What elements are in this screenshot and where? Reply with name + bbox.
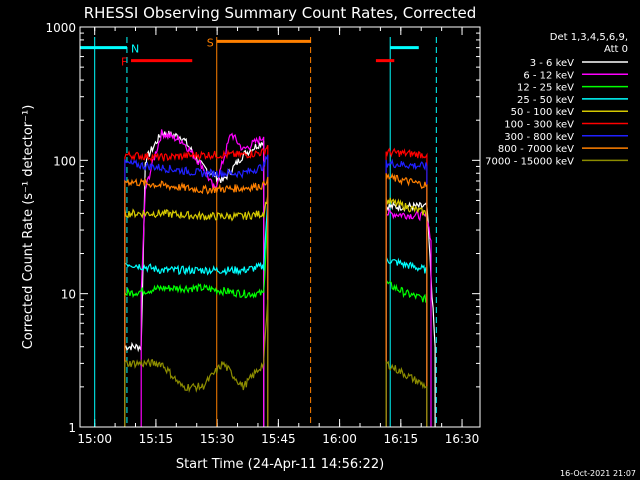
legend-entry-label: 7000 - 15000 keV	[485, 156, 574, 167]
series-line	[385, 360, 428, 427]
series-line	[385, 201, 436, 427]
legend-header: Det 1,3,4,5,6,9,	[550, 32, 628, 43]
y-axis-label: Corrected Count Rate (s⁻¹ detector⁻¹)	[21, 105, 36, 350]
y-tick-label: 1000	[45, 21, 76, 35]
series-line	[385, 158, 428, 427]
flag-label-S: S	[207, 36, 214, 49]
series-line	[140, 129, 265, 427]
legend-entry-label: 100 - 300 keV	[504, 120, 574, 131]
series-line	[385, 197, 428, 427]
plot-area: 1 10 100 1000 15:00 15:15 15:30 15:45 16:00 16:15…	[45, 21, 480, 446]
flag-label-F: F	[121, 56, 127, 69]
legend-entry-label: 800 - 7000 keV	[498, 144, 574, 155]
x-tick-label: 15:15	[139, 432, 174, 446]
legend-entry-label: 300 - 800 keV	[504, 132, 574, 143]
x-tick-label: 16:15	[384, 432, 419, 446]
flag-label-N: N	[131, 43, 139, 56]
x-tick-label: 16:00	[322, 432, 357, 446]
legend-entry-label: 25 - 50 keV	[517, 95, 574, 106]
chart-title: RHESSI Observing Summary Count Rates, Co…	[84, 4, 477, 22]
series-line	[385, 147, 428, 427]
legend-entry-label: 3 - 6 keV	[530, 58, 574, 69]
series-line	[124, 200, 269, 427]
x-tick-label: 16:30	[445, 432, 480, 446]
plot-frame	[79, 26, 481, 428]
footer-date: 16-Oct-2021 21:07	[560, 469, 636, 478]
y-tick-label: 10	[61, 288, 76, 302]
y-tick-label: 100	[53, 154, 76, 168]
series-line	[124, 213, 269, 427]
x-axis-label: Start Time (24-Apr-11 14:56:22)	[176, 457, 384, 472]
legend-entry-label: 12 - 25 keV	[517, 83, 574, 94]
series-line	[124, 154, 269, 427]
series-line	[124, 144, 269, 427]
legend-header: Att 0	[604, 44, 628, 55]
series-line	[124, 299, 269, 427]
series-line	[385, 172, 428, 427]
series-line	[385, 280, 428, 427]
series-line	[385, 256, 428, 427]
x-tick-label: 15:30	[200, 432, 235, 446]
series-line	[385, 208, 432, 427]
x-tick-label: 15:00	[77, 432, 112, 446]
y-tick-label: 1	[68, 421, 76, 435]
series-line	[124, 176, 269, 427]
x-tick-label: 15:45	[261, 432, 296, 446]
series-line	[124, 194, 269, 427]
legend-entry-label: 50 - 100 keV	[511, 107, 575, 118]
legend-entry-label: 6 - 12 keV	[523, 70, 574, 81]
